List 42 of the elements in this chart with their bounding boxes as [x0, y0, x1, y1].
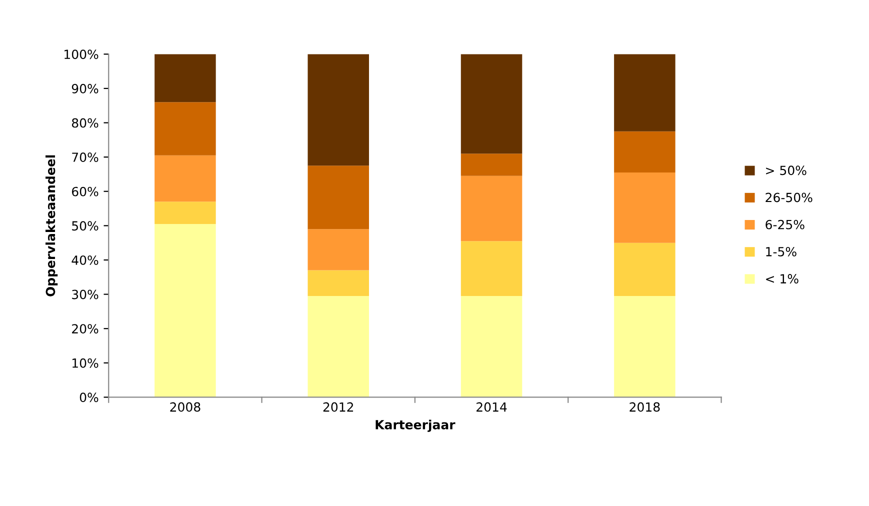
legend-label: 6-25% — [766, 220, 804, 230]
y-tick-label: 0% — [80, 392, 98, 402]
x-tick-label: 2014 — [476, 402, 507, 412]
y-tick-label: 70% — [72, 152, 98, 162]
bar — [154, 102, 216, 156]
x-axis-title: Karteerjaar — [376, 420, 456, 432]
x-tick-label: 2018 — [630, 402, 660, 412]
bar — [460, 296, 522, 398]
bar — [614, 172, 676, 243]
y-tick-label: 50% — [72, 221, 98, 231]
y-tick-label: 90% — [72, 84, 98, 94]
y-tick-label: 10% — [72, 358, 98, 368]
bar — [614, 54, 676, 132]
bar — [308, 166, 369, 230]
y-tick-label: 60% — [72, 186, 98, 196]
y-tick-label: 100% — [64, 50, 98, 60]
y-tick-label: 30% — [72, 290, 98, 300]
bar — [460, 54, 522, 154]
y-axis-title: Oppervlakteaandeel — [46, 155, 58, 296]
y-tick-label: 80% — [72, 118, 98, 128]
bar — [308, 270, 369, 296]
bar — [308, 54, 369, 166]
legend-label: 1-5% — [766, 246, 796, 256]
bar — [154, 202, 216, 224]
legend-label: 26-50% — [766, 192, 812, 202]
bar — [460, 154, 522, 176]
legend-label: < 1% — [766, 274, 798, 284]
y-tick-label: 40% — [72, 255, 98, 265]
bar — [154, 155, 216, 202]
bar — [614, 296, 676, 398]
bar — [308, 229, 369, 270]
x-tick-label: 2008 — [170, 402, 200, 412]
y-tick-label: 20% — [72, 324, 98, 334]
bar — [154, 224, 216, 398]
x-tick-label: 2012 — [323, 402, 354, 412]
bar — [614, 131, 676, 172]
bar — [154, 54, 216, 102]
bar — [308, 296, 369, 398]
legend-label: > 50% — [766, 166, 806, 176]
bar — [460, 241, 522, 296]
bar — [614, 242, 676, 296]
bar — [460, 176, 522, 242]
